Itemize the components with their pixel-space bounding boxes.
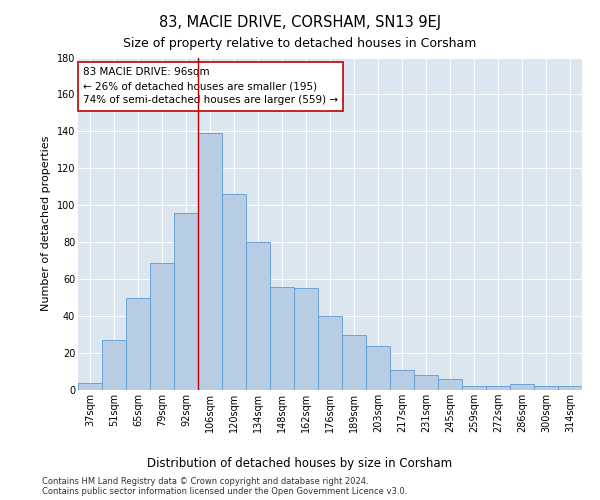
Text: 83, MACIE DRIVE, CORSHAM, SN13 9EJ: 83, MACIE DRIVE, CORSHAM, SN13 9EJ [159,15,441,30]
Bar [78,382,102,390]
Bar [462,386,486,390]
Bar [438,379,462,390]
Y-axis label: Number of detached properties: Number of detached properties [41,136,51,312]
Text: Contains HM Land Registry data © Crown copyright and database right 2024.: Contains HM Land Registry data © Crown c… [42,478,368,486]
Text: Contains public sector information licensed under the Open Government Licence v3: Contains public sector information licen… [42,488,407,496]
Bar [318,316,342,390]
Bar [270,286,294,390]
Bar [150,262,174,390]
Bar [342,334,366,390]
Bar [558,386,582,390]
Text: Size of property relative to detached houses in Corsham: Size of property relative to detached ho… [124,38,476,51]
Bar [366,346,390,390]
Bar [294,288,318,390]
Text: Distribution of detached houses by size in Corsham: Distribution of detached houses by size … [148,458,452,470]
Text: 83 MACIE DRIVE: 96sqm
← 26% of detached houses are smaller (195)
74% of semi-det: 83 MACIE DRIVE: 96sqm ← 26% of detached … [83,68,338,106]
Bar [486,386,510,390]
Bar [126,298,150,390]
Bar [174,212,198,390]
Bar [534,386,558,390]
Bar [510,384,534,390]
Bar [414,375,438,390]
Bar [246,242,270,390]
Bar [102,340,126,390]
Bar [390,370,414,390]
Bar [198,133,222,390]
Bar [222,194,246,390]
